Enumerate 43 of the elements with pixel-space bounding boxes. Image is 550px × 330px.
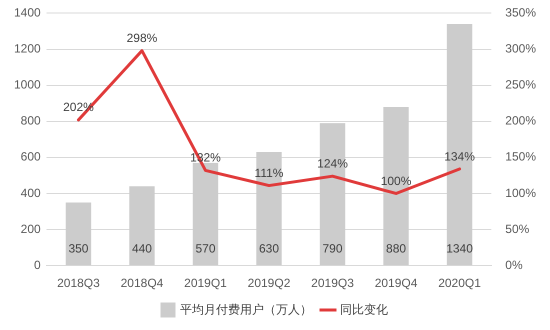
x-tick-label: 2019Q3 [311, 276, 354, 290]
legend-label: 平均月付费用户（万人） [180, 302, 312, 316]
y-tick-label: 1200 [14, 42, 42, 56]
bar [446, 24, 472, 266]
bar [129, 186, 155, 266]
data-label: 100% [380, 174, 412, 188]
y2-tick-label: 200% [505, 114, 536, 128]
y-tick-label: 400 [20, 186, 42, 200]
legend-label: 同比变化 [340, 302, 388, 316]
x-tick-label: 2018Q3 [57, 276, 100, 290]
data-label: 134% [444, 149, 476, 164]
data-label: 124% [317, 156, 348, 170]
data-label: 1340 [446, 241, 474, 256]
y2-tick-label: 250% [505, 78, 536, 92]
x-tick-label: 2019Q4 [374, 276, 418, 290]
bar [192, 162, 218, 266]
data-label: 880 [386, 241, 406, 256]
x-tick-label: 2019Q2 [248, 276, 291, 290]
data-label: 630 [258, 241, 280, 256]
y-tick-label: 0 [34, 258, 42, 272]
y2-tick-label: 50% [505, 222, 530, 236]
data-label: 440 [132, 241, 152, 256]
y-tick-label: 200 [20, 222, 42, 236]
bar [320, 123, 346, 266]
y-tick-label: 600 [20, 150, 42, 164]
y-tick-label: 800 [20, 114, 42, 128]
data-label: 570 [195, 241, 216, 256]
y-tick-label: 1000 [14, 78, 42, 92]
x-tick-label: 2020Q1 [438, 276, 482, 290]
y2-tick-label: 300% [505, 42, 536, 56]
y2-tick-label: 100% [505, 186, 536, 200]
y2-tick-label: 350% [505, 6, 536, 20]
x-tick-label: 2019Q1 [184, 276, 228, 290]
y2-tick-label: 150% [505, 150, 536, 164]
data-label: 298% [126, 31, 158, 46]
data-label: 790 [322, 241, 343, 256]
data-label: 350 [68, 241, 89, 256]
bar [383, 106, 409, 266]
y2-tick-label: 0% [505, 258, 523, 272]
y-tick-label: 1400 [14, 6, 42, 20]
x-tick-label: 2018Q4 [120, 276, 164, 290]
data-label: 111% [254, 166, 284, 180]
bar [66, 202, 92, 266]
